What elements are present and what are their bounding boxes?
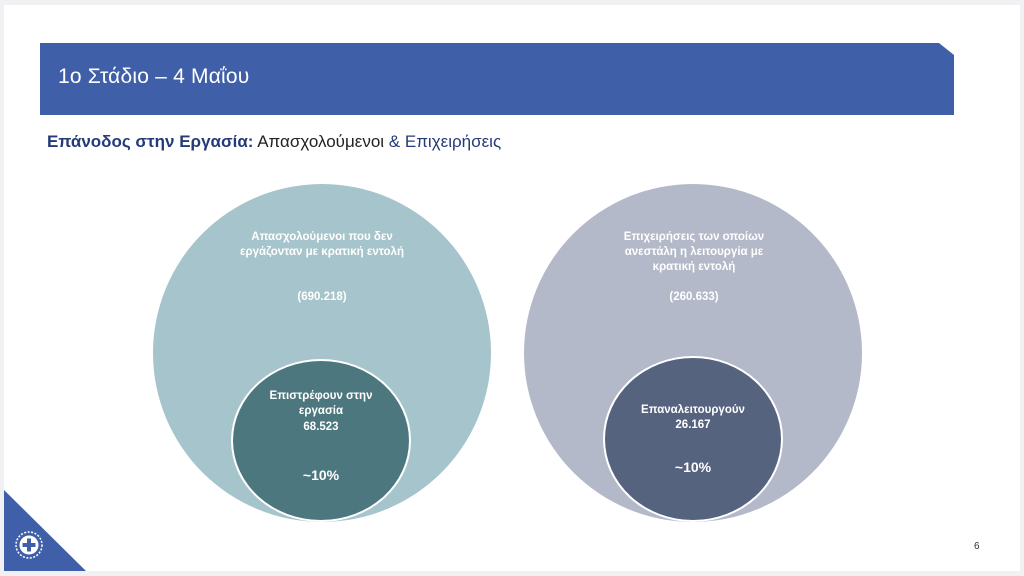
- slide-title: 1ο Στάδιο – 4 Μαΐου: [58, 65, 250, 88]
- businesses-outer-label: Επιχειρήσεις των οποίων ανεστάλη η λειτο…: [623, 231, 765, 273]
- page-number: 6: [974, 541, 980, 552]
- subtitle-part-3: & Επιχειρήσεις: [388, 132, 502, 151]
- employees-inner-circle: [231, 359, 411, 522]
- subtitle-part-2: Απασχολούμενοι: [253, 132, 389, 151]
- businesses-inner-label: Επαναλειτουργούν: [641, 404, 745, 416]
- employees-outer-label: Απασχολούμενοι που δεν εργάζονταν με κρα…: [240, 231, 404, 258]
- businesses-outer-value: (260.633): [669, 291, 719, 303]
- slide-subtitle: Επάνοδος στην Εργασία: Απασχολούμενοι & …: [47, 132, 501, 152]
- employees-outer-value: (690.218): [297, 291, 347, 303]
- employees-inner-label: Επιστρέφουν στην εργασία: [269, 390, 373, 417]
- employees-inner-percent: ~10%: [302, 467, 340, 483]
- title-banner: 1ο Στάδιο – 4 Μαΐου: [40, 43, 954, 115]
- businesses-inner-value: 26.167: [675, 419, 711, 431]
- businesses-inner-percent: ~10%: [674, 459, 712, 475]
- slide: 1ο Στάδιο – 4 Μαΐου Επάνοδος στην Εργασί…: [4, 5, 1020, 571]
- businesses-inner-circle: [603, 356, 783, 522]
- greek-cross-emblem-icon: [15, 531, 43, 559]
- employees-inner-value: 68.523: [303, 421, 339, 433]
- subtitle-part-1: Επάνοδος στην Εργασία:: [47, 132, 254, 151]
